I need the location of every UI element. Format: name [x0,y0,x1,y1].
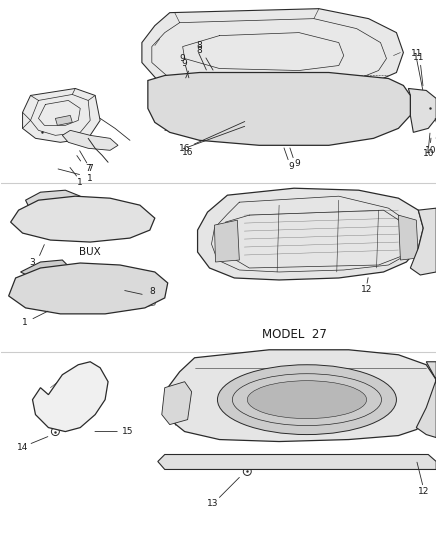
Text: 1: 1 [78,177,83,187]
Polygon shape [11,196,155,242]
Bar [70,218,115,230]
Text: 3: 3 [30,257,35,266]
Text: 12: 12 [417,487,429,496]
Text: 8: 8 [197,46,202,55]
Ellipse shape [217,365,396,434]
Polygon shape [62,131,118,150]
Text: 14: 14 [17,443,28,452]
Text: 1: 1 [87,174,93,183]
Polygon shape [55,116,72,125]
Text: 9: 9 [294,159,300,168]
Text: 8: 8 [149,287,155,296]
Text: 9: 9 [182,59,187,68]
Polygon shape [165,350,436,441]
Text: 12: 12 [361,286,372,294]
Polygon shape [198,188,423,280]
Text: 16: 16 [182,148,193,157]
Text: BUX: BUX [79,247,101,257]
Text: 7: 7 [87,164,93,173]
Text: 9: 9 [288,161,294,171]
Text: 16: 16 [179,144,191,153]
Polygon shape [9,263,168,314]
Text: 7: 7 [85,164,91,173]
Text: 1: 1 [22,318,28,327]
Polygon shape [32,362,108,432]
Polygon shape [23,88,100,142]
Text: 13: 13 [207,499,218,508]
Text: 11: 11 [413,53,424,62]
Text: 10: 10 [423,149,434,158]
Polygon shape [215,220,239,262]
Polygon shape [142,9,403,88]
Text: 11: 11 [410,49,422,58]
Polygon shape [408,88,436,132]
Polygon shape [162,382,191,425]
Ellipse shape [247,381,367,418]
Polygon shape [399,215,418,260]
Text: 15: 15 [122,427,134,436]
Text: 8: 8 [197,41,202,50]
Polygon shape [158,455,436,470]
Polygon shape [410,208,436,275]
Polygon shape [21,260,70,278]
Polygon shape [417,362,436,438]
Polygon shape [148,72,410,146]
Polygon shape [25,190,80,206]
Text: 10: 10 [424,146,436,155]
Text: 9: 9 [180,54,186,63]
Text: MODEL  27: MODEL 27 [261,328,326,341]
